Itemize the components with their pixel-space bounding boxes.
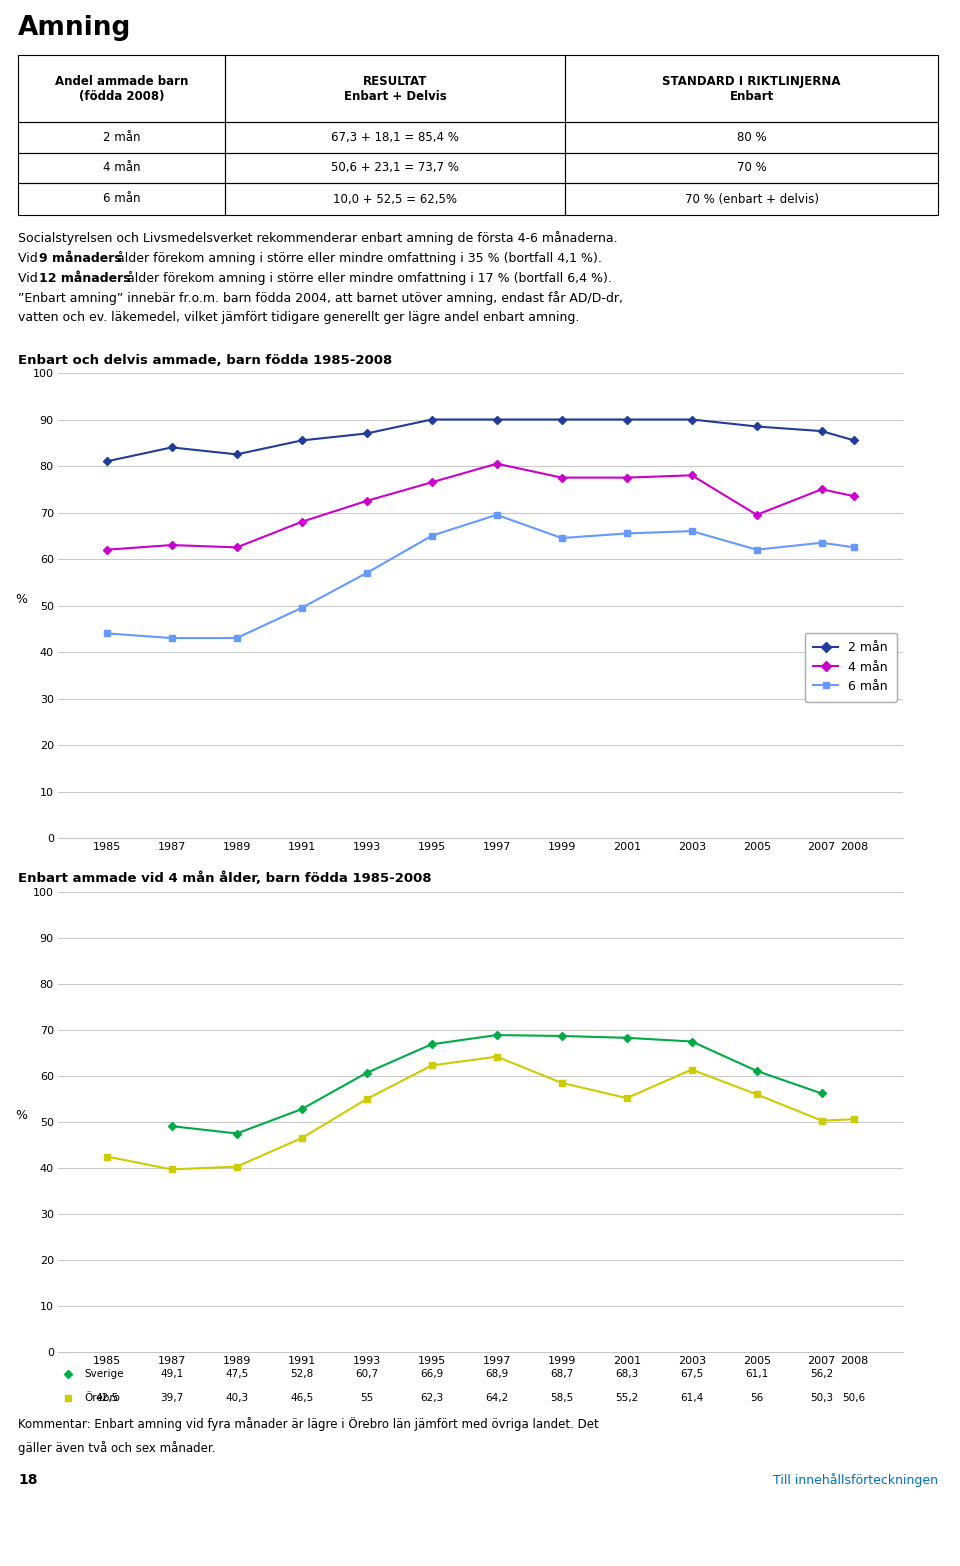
Text: Andel ammade barn
(födda 2008): Andel ammade barn (födda 2008) [55, 75, 188, 103]
Text: Örebro: Örebro [84, 1392, 120, 1403]
Text: 46,5: 46,5 [290, 1392, 313, 1403]
Y-axis label: %: % [15, 592, 28, 606]
Text: Enbart ammade vid 4 mån ålder, barn födda 1985-2008: Enbart ammade vid 4 mån ålder, barn född… [18, 871, 432, 885]
Text: RESULTAT
Enbart + Delvis: RESULTAT Enbart + Delvis [344, 75, 446, 103]
Text: 40,3: 40,3 [226, 1392, 249, 1403]
Text: 42,5: 42,5 [95, 1392, 118, 1403]
Bar [225, 183, 565, 215]
Legend: 2 mån, 4 mån, 6 mån: 2 mån, 4 mån, 6 mån [804, 633, 897, 702]
Bar [225, 152, 565, 183]
Text: 18: 18 [18, 1474, 37, 1488]
Text: 68,3: 68,3 [615, 1369, 638, 1380]
Text: 66,9: 66,9 [420, 1369, 444, 1380]
Text: 67,3 + 18,1 = 85,4 %: 67,3 + 18,1 = 85,4 % [331, 132, 459, 144]
Bar [565, 122, 938, 152]
Text: 55,2: 55,2 [615, 1392, 638, 1403]
Text: 2 mån: 2 mån [103, 132, 140, 144]
Text: 52,8: 52,8 [290, 1369, 313, 1380]
Text: 64,2: 64,2 [485, 1392, 509, 1403]
Text: 10,0 + 52,5 = 62,5%: 10,0 + 52,5 = 62,5% [333, 193, 457, 205]
Bar [225, 55, 565, 122]
Text: 50,3: 50,3 [810, 1392, 833, 1403]
Text: 6 mån: 6 mån [103, 193, 140, 205]
Text: Enbart och delvis ammade, barn födda 1985-2008: Enbart och delvis ammade, barn födda 198… [18, 354, 393, 366]
Text: Sverige: Sverige [84, 1369, 124, 1380]
Text: gäller även två och sex månader.: gäller även två och sex månader. [18, 1441, 215, 1455]
Text: Amning: Amning [18, 16, 132, 41]
Bar [565, 183, 938, 215]
Text: 58,5: 58,5 [550, 1392, 573, 1403]
Text: ålder förekom amning i större eller mindre omfattning i 35 % (bortfall 4,1 %).: ålder förekom amning i större eller mind… [113, 251, 602, 265]
Text: 56,2: 56,2 [810, 1369, 833, 1380]
Text: 68,9: 68,9 [485, 1369, 509, 1380]
Text: 50,6: 50,6 [843, 1392, 866, 1403]
Text: Kommentar: Enbart amning vid fyra månader är lägre i Örebro län jämfört med övri: Kommentar: Enbart amning vid fyra månade… [18, 1417, 599, 1431]
Bar [18, 183, 225, 215]
Text: Vid: Vid [18, 252, 41, 265]
Text: 80 %: 80 % [737, 132, 766, 144]
Text: 39,7: 39,7 [160, 1392, 183, 1403]
Bar [565, 55, 938, 122]
Text: 62,3: 62,3 [420, 1392, 444, 1403]
Text: ”Enbart amning” innebär fr.o.m. barn födda 2004, att barnet utöver amning, endas: ”Enbart amning” innebär fr.o.m. barn föd… [18, 291, 623, 305]
Text: 49,1: 49,1 [160, 1369, 183, 1380]
Text: 50,6 + 23,1 = 73,7 %: 50,6 + 23,1 = 73,7 % [331, 161, 459, 174]
Bar [18, 152, 225, 183]
Text: ålder förekom amning i större eller mindre omfattning i 17 % (bortfall 6,4 %).: ålder förekom amning i större eller mind… [123, 271, 612, 285]
Text: 9 månaders: 9 månaders [39, 252, 122, 265]
Text: 68,7: 68,7 [550, 1369, 573, 1380]
Text: Till innehållsförteckningen: Till innehållsförteckningen [773, 1474, 938, 1488]
Text: 56: 56 [750, 1392, 763, 1403]
Bar [565, 152, 938, 183]
Text: STANDARD I RIKTLINJERNA
Enbart: STANDARD I RIKTLINJERNA Enbart [662, 75, 841, 103]
Bar [225, 122, 565, 152]
Bar [18, 55, 225, 122]
Y-axis label: %: % [15, 1109, 28, 1121]
Text: 61,4: 61,4 [680, 1392, 704, 1403]
Text: 70 %: 70 % [737, 161, 767, 174]
Text: Socialstyrelsen och Livsmedelsverket rekommenderar enbart amning de första 4-6 m: Socialstyrelsen och Livsmedelsverket rek… [18, 232, 617, 244]
Text: 55: 55 [360, 1392, 373, 1403]
Text: 67,5: 67,5 [680, 1369, 704, 1380]
Bar [18, 122, 225, 152]
Text: 4 mån: 4 mån [103, 161, 140, 174]
Text: vatten och ev. läkemedel, vilket jämfört tidigare generellt ger lägre andel enba: vatten och ev. läkemedel, vilket jämfört… [18, 312, 580, 324]
Text: 60,7: 60,7 [355, 1369, 378, 1380]
Text: 47,5: 47,5 [226, 1369, 249, 1380]
Text: 70 % (enbart + delvis): 70 % (enbart + delvis) [684, 193, 819, 205]
Text: Vid: Vid [18, 271, 41, 285]
Text: 61,1: 61,1 [745, 1369, 768, 1380]
Text: 12 månaders: 12 månaders [39, 271, 131, 285]
